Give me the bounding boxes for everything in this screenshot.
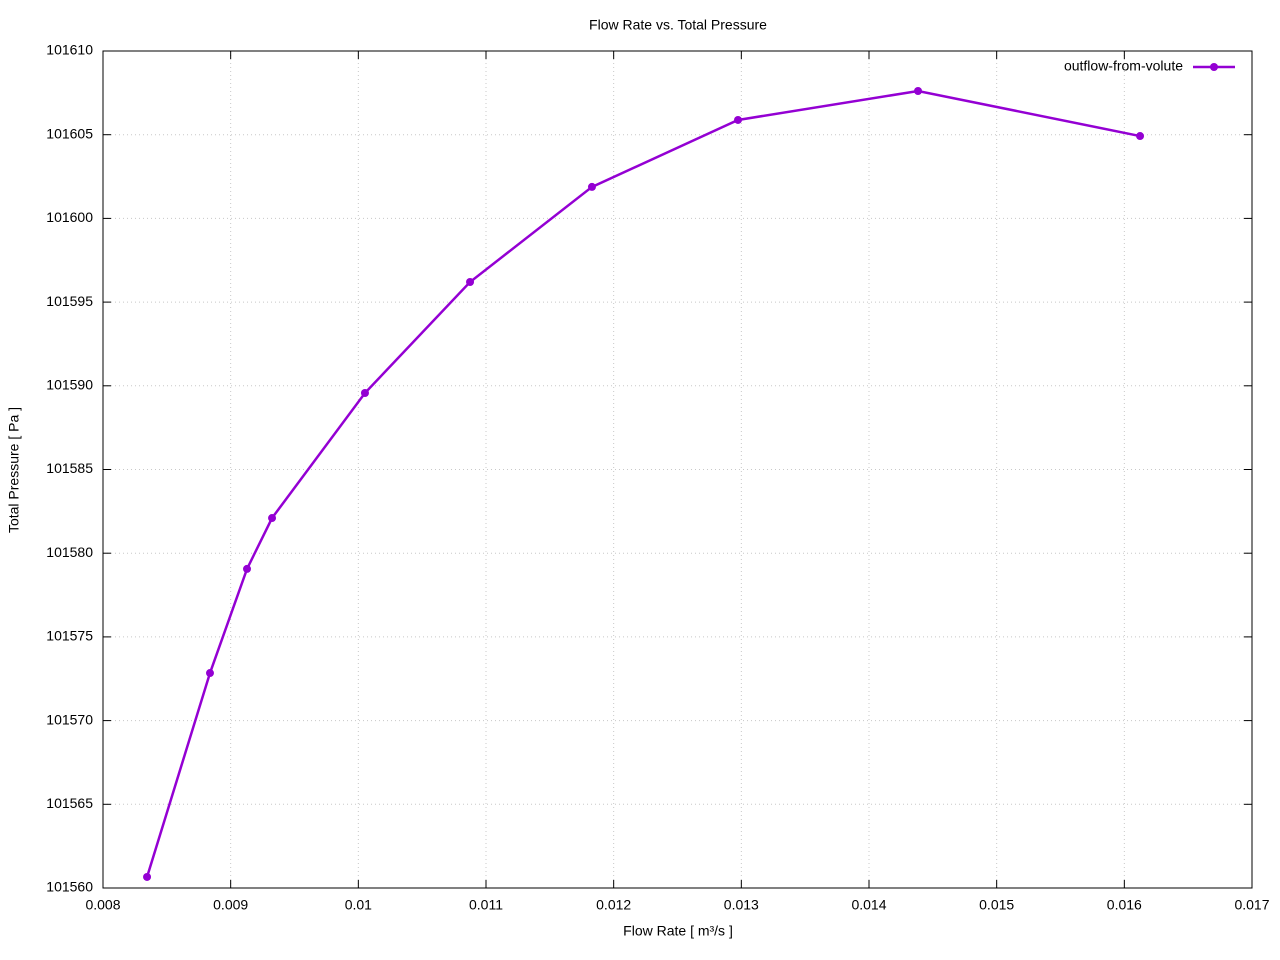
- y-tick-label: 101610: [46, 42, 93, 58]
- y-tick-label: 101600: [46, 209, 93, 225]
- y-tick-label: 101560: [46, 879, 93, 895]
- chart-title: Flow Rate vs. Total Pressure: [589, 17, 767, 33]
- data-point: [734, 115, 743, 124]
- y-tick-label: 101575: [46, 628, 93, 644]
- x-tick-label: 0.014: [851, 897, 886, 913]
- x-tick-label: 0.011: [469, 897, 503, 913]
- y-axis-label: Total Pressure [ Pa ]: [6, 407, 22, 533]
- x-tick-label: 0.008: [85, 897, 120, 913]
- y-tick-label: 101595: [46, 293, 93, 309]
- y-tick-label: 101570: [46, 711, 93, 727]
- series-line: [145, 89, 1141, 878]
- data-point: [268, 514, 277, 523]
- data-point: [360, 388, 369, 397]
- data-point: [205, 669, 214, 678]
- y-tick-label: 101605: [46, 125, 93, 141]
- legend-label: outflow-from-volute: [1064, 58, 1183, 74]
- x-axis-label: Flow Rate [ m³/s ]: [623, 923, 733, 939]
- x-tick-label: 0.017: [1234, 897, 1269, 913]
- x-tick-label: 0.009: [213, 897, 248, 913]
- data-point: [914, 87, 923, 96]
- plot-frame: [102, 50, 1253, 889]
- x-tick-label: 0.012: [596, 897, 631, 913]
- data-point: [143, 872, 152, 881]
- data-point: [243, 564, 252, 573]
- legend-point: [1210, 63, 1218, 71]
- data-point: [1136, 132, 1145, 141]
- x-tick-label: 0.016: [1107, 897, 1142, 913]
- y-tick-label: 101585: [46, 460, 93, 476]
- y-tick-label: 101590: [46, 377, 93, 393]
- y-tick-label: 101580: [46, 544, 93, 560]
- data-point: [587, 182, 596, 191]
- y-tick-label: 101565: [46, 795, 93, 811]
- x-tick-label: 0.015: [979, 897, 1014, 913]
- data-point: [466, 278, 475, 287]
- x-tick-label: 0.013: [724, 897, 759, 913]
- x-tick-label: 0.01: [345, 897, 372, 913]
